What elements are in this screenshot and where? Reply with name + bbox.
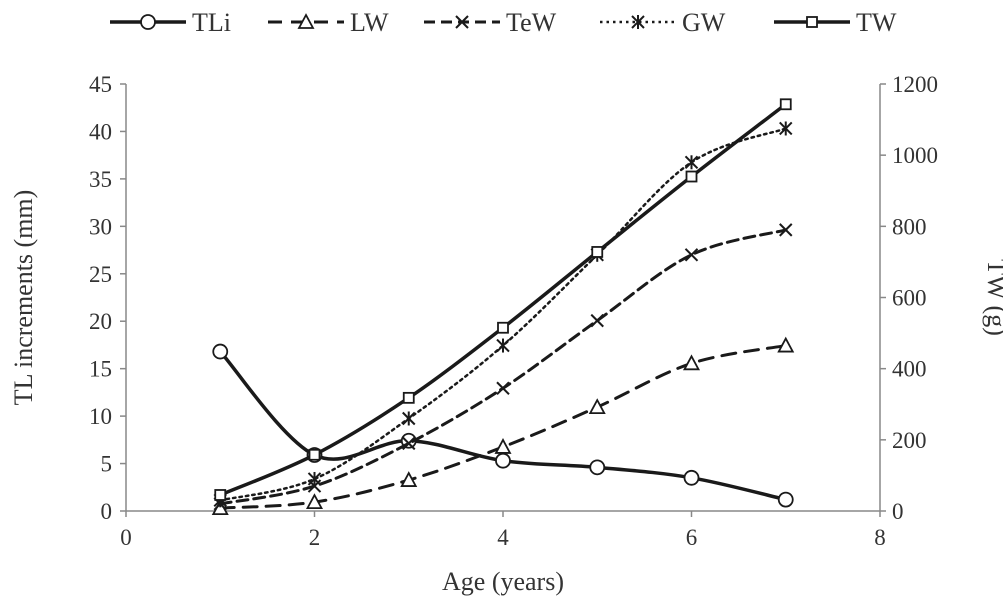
data-point-lw [400, 471, 418, 487]
legend-label: LW [350, 8, 389, 37]
y-left-tick-label: 35 [89, 167, 112, 192]
y-left-tick-label: 30 [89, 214, 112, 239]
data-point-gw [496, 338, 510, 353]
series-tw [214, 98, 792, 501]
y-right-tick-label: 0 [892, 499, 904, 524]
data-point-tw [308, 448, 321, 461]
data-point-tw [402, 391, 415, 404]
y-left-tick-label: 40 [89, 119, 112, 144]
data-point-tew [402, 436, 416, 451]
data-point-tli [777, 491, 794, 508]
data-point-tli [589, 459, 606, 476]
series-layer [211, 98, 795, 516]
y-left-tick-label: 20 [89, 309, 112, 334]
data-point-gw [307, 471, 322, 486]
x-tick-label: 4 [497, 525, 509, 550]
x-tick-label: 2 [309, 525, 321, 550]
data-point-tew [684, 248, 699, 262]
series-line-tli [218, 349, 788, 502]
y-axis-title-right: TW (g) [982, 259, 1003, 336]
data-point-tli [212, 343, 229, 360]
legend-item-gw: GW [600, 8, 726, 37]
y-left-tick-label: 0 [101, 499, 113, 524]
data-point-gw [684, 155, 699, 170]
data-point-tew [496, 381, 510, 395]
legend-marker [806, 16, 818, 28]
y-left-tick-label: 10 [89, 404, 112, 429]
y-right-tick-label: 200 [892, 428, 927, 453]
legend-marker [455, 15, 469, 29]
y-right-tick-label: 1200 [892, 72, 938, 97]
legend-label: TLi [192, 8, 231, 37]
y-left-tick-label: 15 [89, 357, 112, 382]
legend-label: GW [682, 8, 726, 37]
x-tick-label: 0 [120, 525, 132, 550]
legend-item-tw: TW [774, 8, 897, 37]
data-point-tw [779, 98, 792, 111]
legend-item-tli: TLi [110, 8, 231, 37]
data-point-tli [495, 452, 511, 469]
y-right-tick-label: 800 [892, 214, 927, 239]
x-tick-label: 8 [874, 525, 886, 550]
data-point-lw [494, 438, 512, 454]
y-left-tick-label: 5 [101, 452, 113, 477]
data-point-lw [305, 493, 324, 510]
data-point-tw [497, 321, 509, 334]
data-point-lw [588, 398, 606, 414]
y-right-tick-label: 600 [892, 286, 927, 311]
series-gw [213, 121, 793, 508]
legend-marker [140, 14, 156, 30]
data-point-tw [214, 489, 227, 501]
data-point-tw [685, 170, 698, 183]
legend-marker [631, 15, 645, 29]
data-point-gw [402, 411, 416, 426]
y-right-tick-label: 400 [892, 357, 927, 382]
y-left-tick-label: 45 [89, 72, 112, 97]
axes: 0 2 4 6 805101520253035404502004006008001000… [89, 72, 938, 550]
series-lw [211, 336, 795, 516]
legend-marker [297, 13, 315, 29]
data-point-gw [779, 121, 793, 136]
data-point-tew [590, 313, 604, 328]
data-point-lw [777, 336, 795, 353]
legend-label: TeW [506, 8, 557, 37]
data-point-tew [779, 223, 793, 237]
x-axis-title: Age (years) [442, 567, 564, 596]
y-right-tick-label: 1000 [892, 143, 938, 168]
legend-item-lw: LW [268, 8, 389, 37]
data-point-lw [682, 354, 701, 371]
series-line-tw [218, 102, 788, 497]
x-tick-label: 6 [686, 525, 698, 550]
data-point-tli [683, 469, 700, 486]
legend-label: TW [856, 8, 897, 37]
series-tli [212, 343, 794, 508]
y-left-tick-label: 25 [89, 262, 112, 287]
legend-item-tew: TeW [424, 8, 557, 37]
y-axis-title-left: TL increments (mm) [9, 190, 38, 406]
data-point-tw [591, 246, 604, 258]
legend: TLi LW TeW GW TW [110, 8, 897, 37]
